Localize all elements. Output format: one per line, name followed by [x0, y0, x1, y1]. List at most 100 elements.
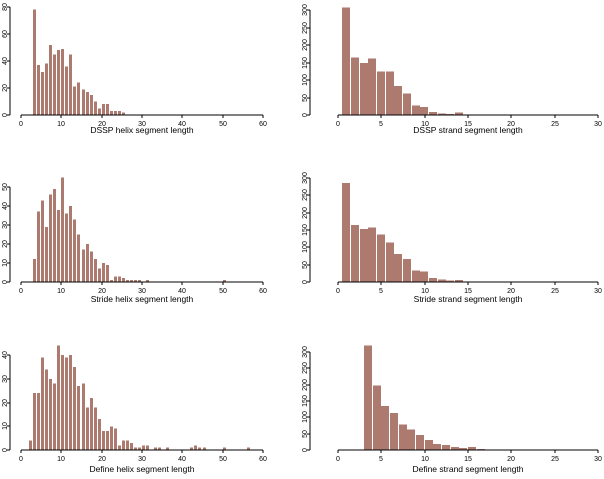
y-tick-label: 0	[302, 280, 309, 284]
axes	[307, 177, 599, 285]
x-tick-label: 0	[336, 456, 340, 463]
histogram-bar	[114, 276, 117, 282]
histogram-bar	[377, 71, 385, 115]
histogram-bar	[130, 280, 133, 282]
bars	[33, 177, 226, 282]
histogram-bar	[223, 280, 226, 282]
histogram-stride-helix: 0 10 20 30 40 50 60 0 10 20 30 40 50 Stride helix seg…	[2, 177, 267, 304]
y-tick-label: 80	[2, 3, 9, 11]
histogram-bar	[438, 113, 446, 115]
histogram-bar	[351, 57, 359, 115]
x-tick-label: 20	[98, 456, 106, 463]
y-tick-label: 50	[2, 183, 9, 191]
histogram-bar	[110, 426, 113, 450]
panel-define-helix: 0 10 20 30 40 50 60 0 10 20 30 40 Define helix segme…	[0, 320, 300, 479]
histogram-bar	[110, 280, 113, 282]
histogram-bar	[203, 447, 206, 450]
histogram-bar	[33, 259, 36, 282]
y-tick-label: 60	[2, 30, 9, 38]
histogram-bar	[386, 242, 394, 282]
y-tick-label: 0	[302, 448, 309, 452]
histogram-bar	[420, 106, 428, 115]
histogram-bar	[69, 206, 72, 282]
axes	[7, 6, 264, 118]
y-tick-label: 20	[2, 240, 9, 248]
histogram-bar	[49, 378, 52, 450]
histogram-bar	[381, 406, 389, 450]
histogram-bar	[134, 447, 137, 450]
y-tick-label: 10	[2, 259, 9, 267]
histogram-bar	[77, 82, 80, 115]
histogram-bar	[53, 188, 56, 282]
x-tick-label: 0	[336, 288, 340, 295]
x-tick-label: 40	[178, 121, 186, 128]
x-tick-label: 5	[379, 456, 383, 463]
x-tick-label: 0	[336, 121, 340, 128]
x-tick-label: 20	[507, 121, 515, 128]
histogram-bar	[98, 419, 101, 450]
histogram-bar	[403, 93, 411, 115]
panel-define-strand: 0 5 10 15 20 25 30 0 50 100 150 200 250 300 Define str…	[300, 320, 604, 479]
panel-dssp-helix: 0 10 20 30 40 50 60 0 20 40 60 80 DSSP helix segment…	[0, 0, 300, 160]
histogram-bar	[166, 447, 169, 450]
histogram-bar	[360, 63, 368, 115]
panel-stride-helix: 0 10 20 30 40 50 60 0 10 20 30 40 50 Stride helix seg…	[0, 160, 300, 320]
histogram-bar	[114, 110, 117, 115]
histogram-bar	[114, 428, 117, 450]
histogram-bar	[468, 447, 476, 450]
x-tick-label: 5	[379, 121, 383, 128]
histogram-bar	[368, 58, 376, 115]
x-tick-label: 10	[57, 288, 65, 295]
histogram-bar	[65, 213, 68, 282]
axes	[307, 9, 599, 118]
histogram-bar	[53, 54, 56, 115]
y-tick-label: 100	[302, 241, 309, 253]
bars	[33, 9, 125, 116]
y-tick-label: 10	[2, 422, 9, 430]
histogram-bar	[122, 278, 125, 282]
histogram-bar	[386, 71, 394, 115]
y-tick-label: 50	[302, 430, 309, 438]
axes	[7, 186, 264, 285]
x-axis-title: Define strand segment length	[412, 464, 523, 474]
histogram-bar	[122, 112, 125, 115]
y-tick-label: 200	[302, 207, 309, 219]
x-tick-label: 40	[178, 288, 186, 295]
x-tick-label: 10	[421, 121, 429, 128]
histogram-bar	[425, 440, 433, 450]
histogram-bar	[146, 280, 149, 282]
x-tick-label: 20	[507, 288, 515, 295]
x-tick-label: 15	[464, 456, 472, 463]
histogram-bar	[429, 112, 437, 115]
histogram-bar	[146, 445, 149, 450]
histogram-bar	[446, 113, 454, 115]
y-tick-label: 40	[2, 351, 9, 359]
histogram-bar	[82, 383, 85, 450]
y-tick-label: 50	[302, 94, 309, 102]
x-tick-label: 10	[421, 288, 429, 295]
histogram-bar	[41, 357, 44, 450]
x-axis-title: DSSP strand segment length	[413, 125, 523, 135]
y-tick-label: 250	[302, 362, 309, 374]
histogram-bar	[45, 369, 48, 450]
histogram-bar	[65, 357, 68, 450]
bars	[29, 345, 250, 450]
histogram-bar	[77, 234, 80, 282]
y-tick-label: 20	[2, 399, 9, 407]
histogram-bar	[247, 447, 250, 450]
x-tick-label: 10	[57, 456, 65, 463]
histogram-bar	[342, 7, 350, 115]
histogram-bar	[377, 234, 385, 282]
histogram-bar	[106, 264, 109, 282]
y-tick-label: 50	[302, 261, 309, 269]
histogram-bar	[37, 65, 40, 115]
histogram-bar	[41, 200, 44, 282]
x-tick-label: 40	[178, 456, 186, 463]
bars	[364, 345, 485, 450]
histogram-bar	[61, 177, 64, 282]
histogram-bar	[138, 280, 141, 282]
x-tick-label: 25	[551, 288, 559, 295]
histogram-bar	[73, 366, 76, 450]
